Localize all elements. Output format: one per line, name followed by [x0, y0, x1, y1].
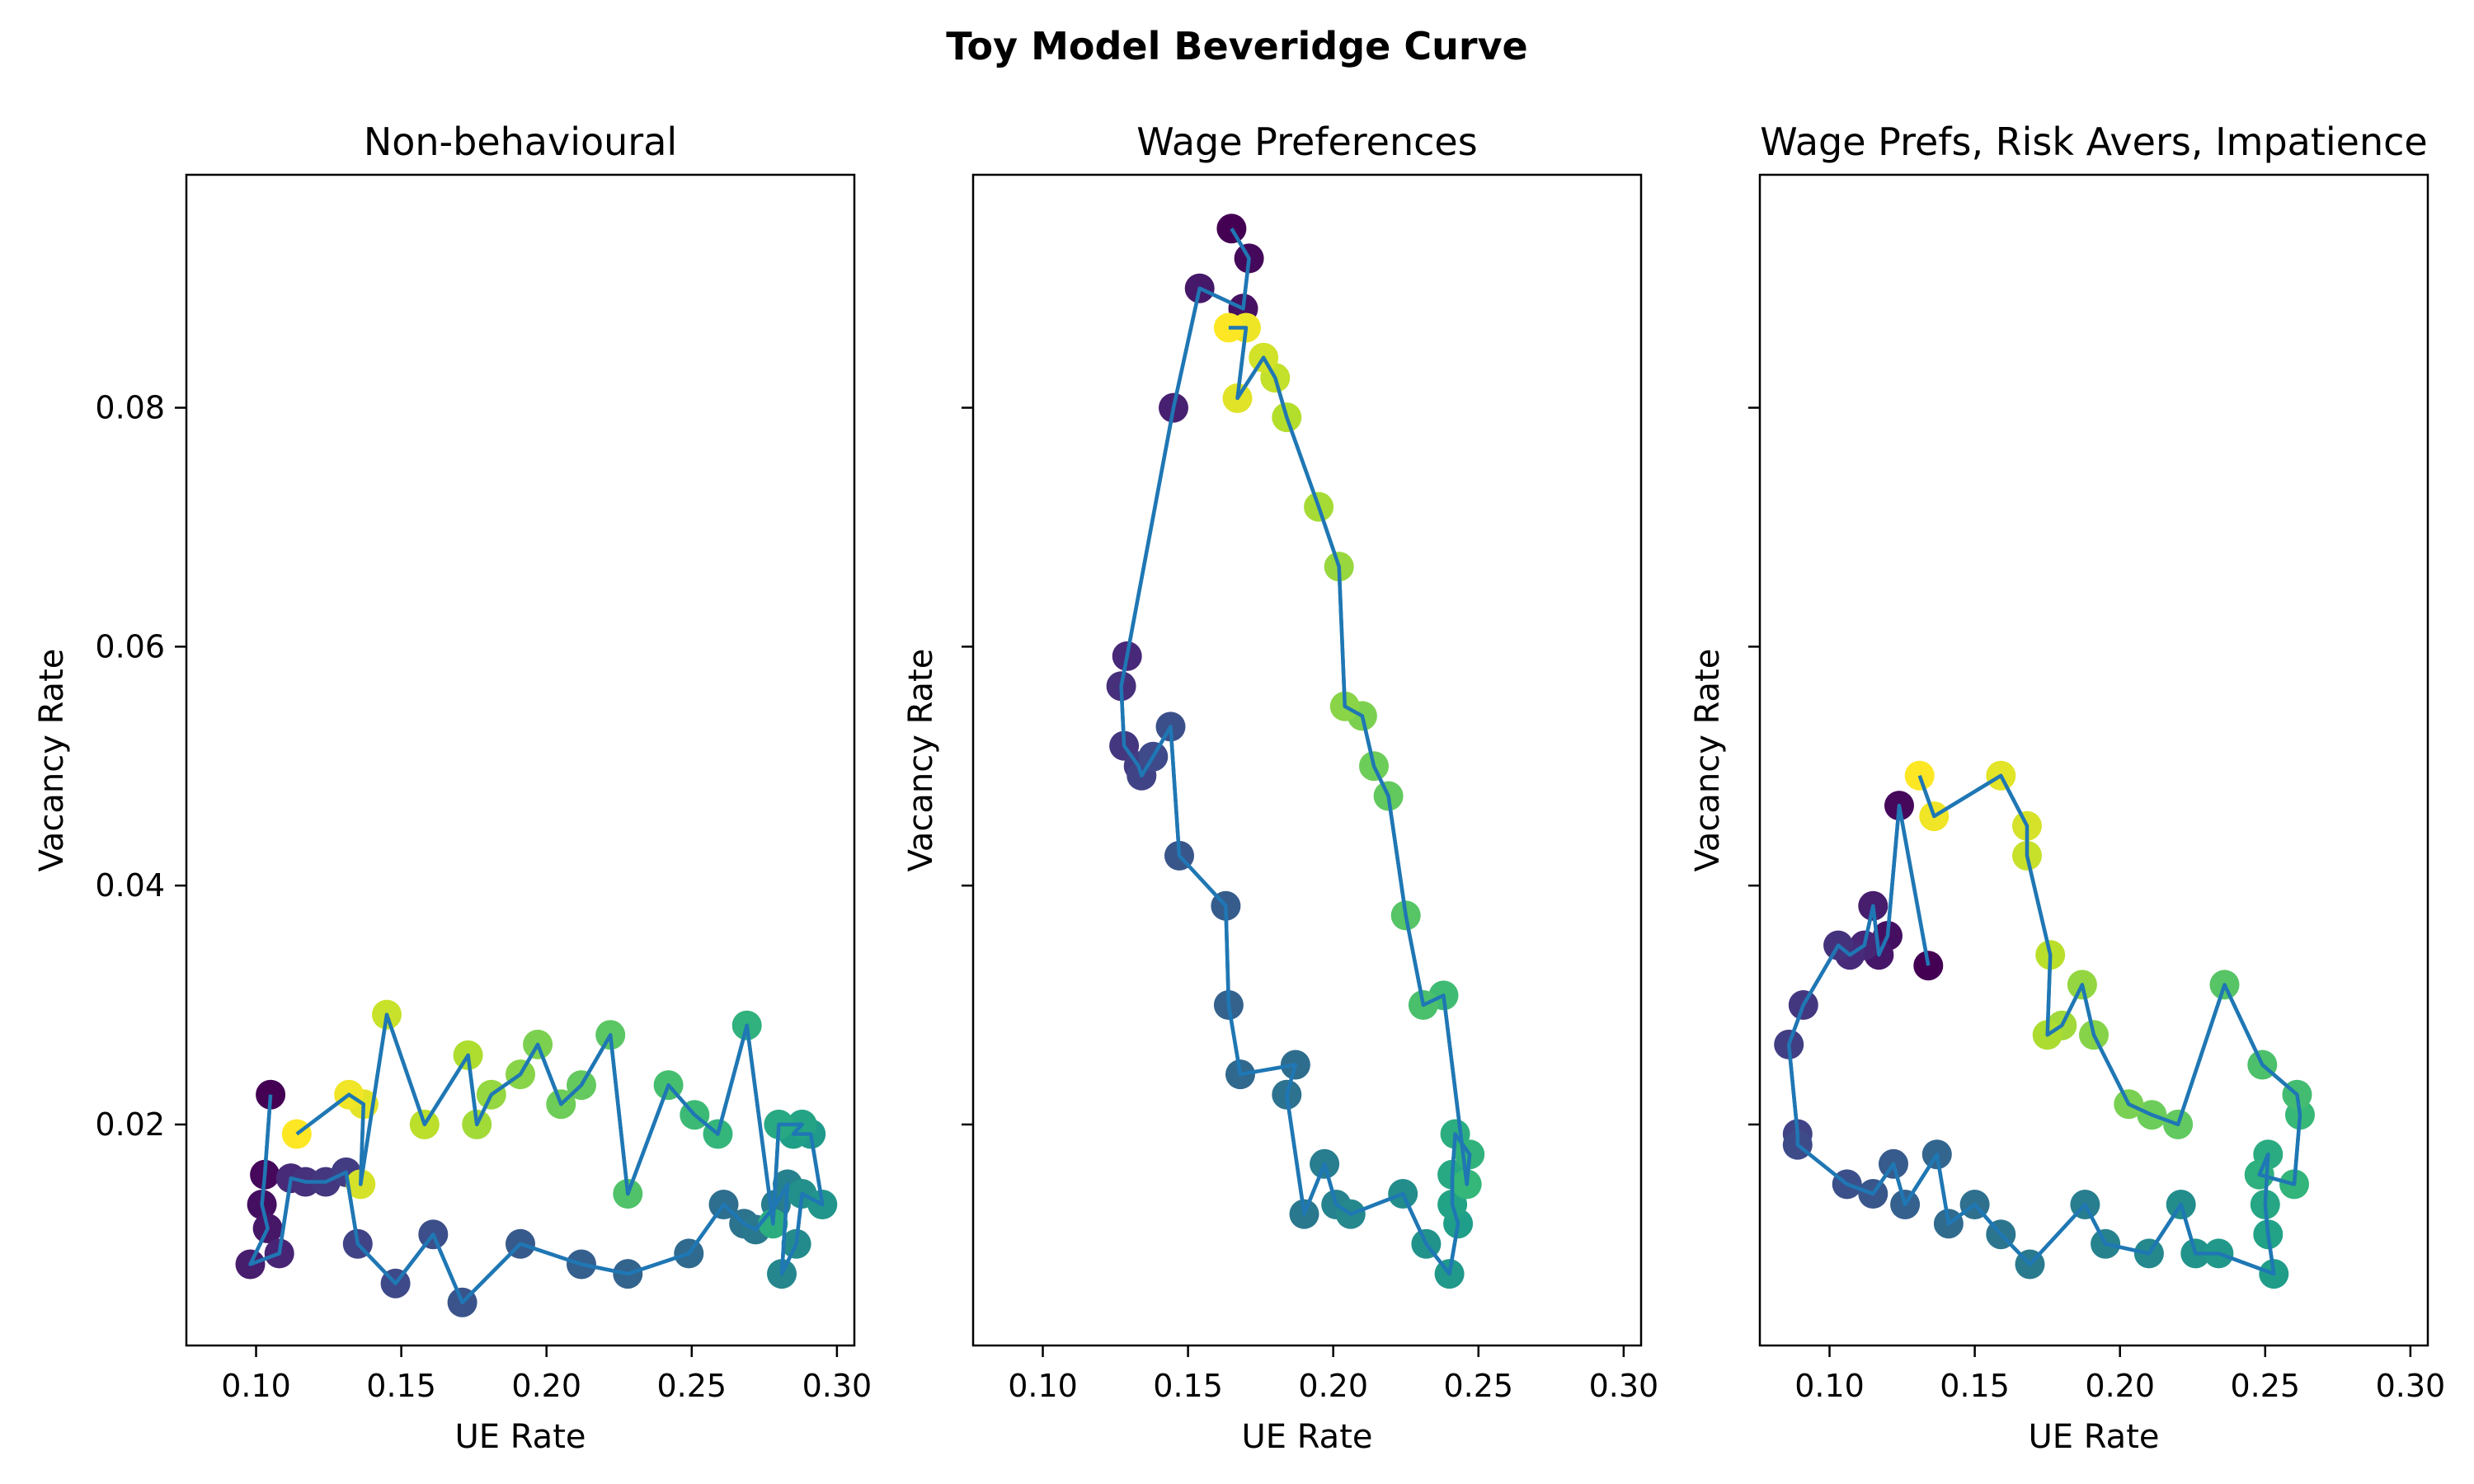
x-axis-label: UE Rate	[2029, 1418, 2160, 1456]
chart-panel-3: 0.10 0.15 0.20 0.25 0.30 Wage Prefs, Risk Ave…	[1689, 120, 2445, 1456]
x-tick-label: 0.10	[1008, 1368, 1078, 1404]
y-axis-label: Vacancy Rate	[1689, 649, 1727, 872]
y-tick-label: 0.02	[95, 1106, 165, 1143]
x-tick-label: 0.15	[1940, 1368, 2010, 1404]
x-tick-label: 0.15	[366, 1368, 436, 1404]
x-tick-label: 0.25	[656, 1368, 727, 1404]
series-line-overlay	[1786, 773, 2302, 1276]
plot-area	[973, 175, 1641, 1345]
y-axis-label: Vacancy Rate	[33, 649, 71, 872]
x-tick-label: 0.30	[802, 1368, 872, 1404]
panel-title: Non-behavioural	[364, 120, 677, 164]
chart-panels: 0.10 0.15 0.20 0.25 0.30 0.02 0.04 0.06 0.08 Non-…	[33, 120, 2445, 1456]
x-tick-label: 0.20	[2085, 1368, 2155, 1404]
x-tick-label: 0.30	[1589, 1368, 1659, 1404]
axes-frame	[1758, 173, 2429, 1347]
y-tick-label: 0.04	[95, 867, 165, 904]
panel-title: Wage Preferences	[1136, 120, 1477, 164]
y-tick-label: 0.06	[95, 628, 165, 665]
series-line-overlay	[1119, 228, 1472, 1276]
x-tick-label: 0.20	[1298, 1368, 1368, 1404]
x-tick-label: 0.25	[2230, 1368, 2300, 1404]
x-axis-label: UE Rate	[455, 1418, 586, 1456]
axes-frame	[971, 173, 1643, 1347]
y-tick-label: 0.08	[95, 390, 165, 426]
x-tick-label: 0.20	[511, 1368, 581, 1404]
plot-area	[1760, 175, 2428, 1345]
series-line-overlay	[248, 1012, 825, 1305]
x-tick-label: 0.25	[1443, 1368, 1513, 1404]
panel-title: Wage Prefs, Risk Avers, Impatience	[1760, 120, 2427, 164]
x-tick-label: 0.15	[1153, 1368, 1223, 1404]
chart-panel-1: 0.10 0.15 0.20 0.25 0.30 0.02 0.04 0.06 0.08 Non-…	[33, 120, 872, 1456]
x-axis-label: UE Rate	[1242, 1418, 1373, 1456]
y-axis-label: Vacancy Rate	[902, 649, 940, 872]
x-tick-label: 0.10	[221, 1368, 291, 1404]
axes-frame	[185, 173, 856, 1347]
x-tick-label: 0.10	[1794, 1368, 1865, 1404]
figure-suptitle: Toy Model Beveridge Curve	[946, 24, 1528, 68]
plot-area	[186, 175, 854, 1345]
chart-panel-2: 0.10 0.15 0.20 0.25 0.30 Wage Preferences UE R…	[902, 120, 1658, 1456]
x-tick-label: 0.30	[2376, 1368, 2446, 1404]
